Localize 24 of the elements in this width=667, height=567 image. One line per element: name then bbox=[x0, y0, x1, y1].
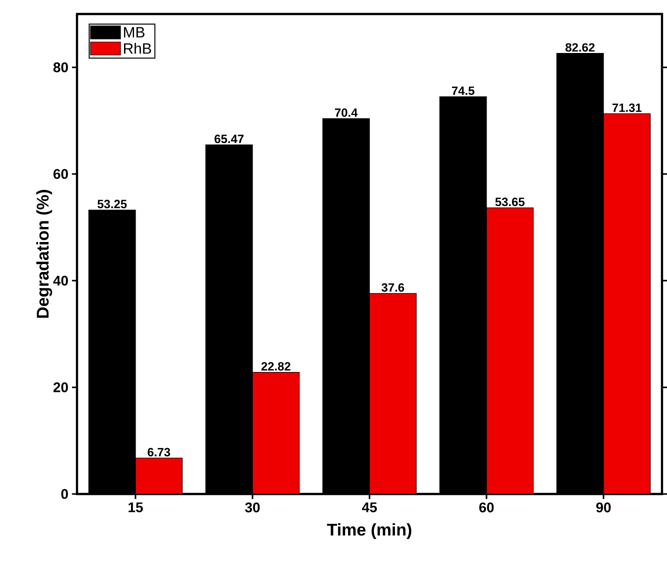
y-tick-label: 60 bbox=[53, 169, 68, 179]
y-tick-label: 0 bbox=[61, 489, 68, 499]
legend-label: RhB bbox=[124, 42, 152, 54]
y-tick-label: 20 bbox=[53, 382, 68, 392]
data-label: 82.62 bbox=[566, 43, 595, 52]
data-label: 22.82 bbox=[261, 362, 290, 371]
data-label: 70.4 bbox=[334, 108, 358, 117]
x-tick-label: 15 bbox=[128, 502, 143, 512]
data-label: 65.47 bbox=[214, 134, 244, 144]
data-label: 37.6 bbox=[382, 283, 404, 292]
y-tick-label: 40 bbox=[53, 276, 68, 286]
x-tick-label: 90 bbox=[596, 502, 611, 512]
x-tick-label: 60 bbox=[479, 502, 494, 512]
data-label: 71.31 bbox=[612, 103, 642, 112]
x-tick-label: 45 bbox=[362, 502, 377, 512]
x-axis-title: Time (min) bbox=[327, 523, 412, 540]
data-label: 74.5 bbox=[452, 86, 474, 95]
data-label: 53.25 bbox=[98, 200, 127, 208]
y-axis-title: Degradation (%) bbox=[36, 190, 52, 318]
data-label: 6.73 bbox=[148, 448, 170, 456]
y-tick-label: 80 bbox=[53, 62, 68, 72]
data-label: 53.65 bbox=[495, 198, 525, 206]
x-tick-label: 30 bbox=[245, 502, 260, 512]
legend-label: MB bbox=[124, 27, 144, 38]
